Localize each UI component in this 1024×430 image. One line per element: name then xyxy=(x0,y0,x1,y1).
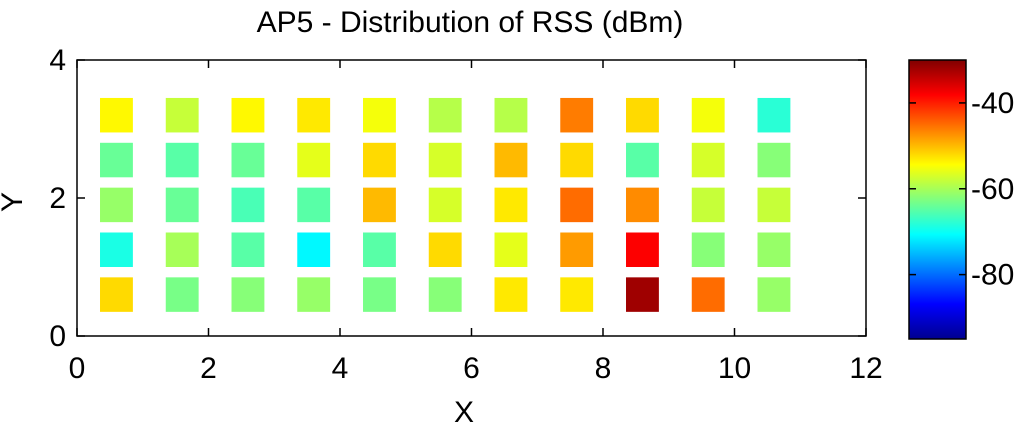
heatmap-cell xyxy=(757,277,791,312)
heatmap-cell xyxy=(494,142,528,178)
heatmap-cell xyxy=(100,97,133,133)
heatmap-cell xyxy=(100,232,133,267)
heatmap-cell xyxy=(165,277,199,312)
heatmap-cell xyxy=(560,142,594,178)
heatmap-cell xyxy=(626,232,659,267)
x-tick-labels: 0 2 4 6 8 10 12 xyxy=(69,352,883,385)
heatmap-cell xyxy=(231,187,265,223)
x-tick-label: 2 xyxy=(200,352,217,385)
heatmap-cell xyxy=(165,97,199,133)
x-tick-label: 0 xyxy=(69,352,86,385)
heatmap-cell xyxy=(757,97,791,133)
x-tick-label: 4 xyxy=(332,352,349,385)
heatmap-cell xyxy=(691,142,725,178)
heatmap-cell xyxy=(363,232,396,267)
heatmap-cell xyxy=(757,187,791,223)
heatmap-cell xyxy=(626,277,659,312)
colorbar-tick-label: -40 xyxy=(971,87,1014,120)
heatmap-cell xyxy=(560,277,594,312)
heatmap-cell xyxy=(297,142,331,178)
x-tick-label: 10 xyxy=(718,352,751,385)
chart-title: AP5 - Distribution of RSS (dBm) xyxy=(257,6,684,39)
heatmap-cell xyxy=(757,142,791,178)
y-tick-label: 4 xyxy=(49,44,66,77)
colorbar xyxy=(908,59,967,340)
heatmap-cell xyxy=(428,232,462,267)
y-tick-labels: 0 2 4 xyxy=(49,44,66,353)
heatmap-cell xyxy=(494,97,528,133)
heatmap-cell xyxy=(231,142,265,178)
x-axis-label: X xyxy=(454,396,474,429)
heatmap-cell xyxy=(100,277,133,312)
heatmap-cell xyxy=(691,277,725,312)
heatmap-cell xyxy=(428,277,462,312)
heatmap-cell xyxy=(691,97,725,133)
heatmap-cell xyxy=(297,97,331,133)
heatmap-cell xyxy=(363,187,396,223)
heatmap-cell xyxy=(363,142,396,178)
heatmap-cell xyxy=(297,232,331,267)
colorbar-ticks: -40 -60 -80 xyxy=(909,87,1014,292)
heatmap-cell xyxy=(428,97,462,133)
heatmap-cell xyxy=(626,97,659,133)
heatmap-cell xyxy=(626,187,659,223)
plot-area xyxy=(76,59,867,337)
heatmap-cell xyxy=(494,232,528,267)
heatmap-cell xyxy=(165,142,199,178)
colorbar-tick-label: -60 xyxy=(971,173,1014,206)
heatmap-cell xyxy=(363,277,396,312)
heatmap-cell xyxy=(691,187,725,223)
heatmap-cell xyxy=(231,97,265,133)
x-tick-label: 6 xyxy=(463,352,480,385)
axis-ticks xyxy=(76,59,867,337)
heatmap-cells xyxy=(100,97,791,312)
heatmap-cell xyxy=(297,187,331,223)
x-tick-label: 8 xyxy=(595,352,612,385)
heatmap-cell xyxy=(165,232,199,267)
heatmap-cell xyxy=(100,142,133,178)
y-tick-label: 2 xyxy=(49,182,66,215)
heatmap-cell xyxy=(560,187,594,223)
heatmap-cell xyxy=(626,142,659,178)
heatmap-cell xyxy=(363,97,396,133)
heatmap-cell xyxy=(165,187,199,223)
heatmap-cell xyxy=(428,142,462,178)
x-tick-label: 12 xyxy=(849,352,882,385)
heatmap-cell xyxy=(297,277,331,312)
y-tick-label: 0 xyxy=(49,320,66,353)
heatmap-cell xyxy=(757,232,791,267)
heatmap-cell xyxy=(494,277,528,312)
heatmap-cell xyxy=(560,97,594,133)
y-axis-label: Y xyxy=(0,192,29,212)
heatmap-cell xyxy=(231,277,265,312)
heatmap-cell xyxy=(231,232,265,267)
colorbar-tick-label: -80 xyxy=(971,259,1014,292)
heatmap-cell xyxy=(494,187,528,223)
heatmap-cell xyxy=(691,232,725,267)
heatmap-cell xyxy=(560,232,594,267)
heatmap-cell xyxy=(100,187,133,223)
heatmap-cell xyxy=(428,187,462,223)
